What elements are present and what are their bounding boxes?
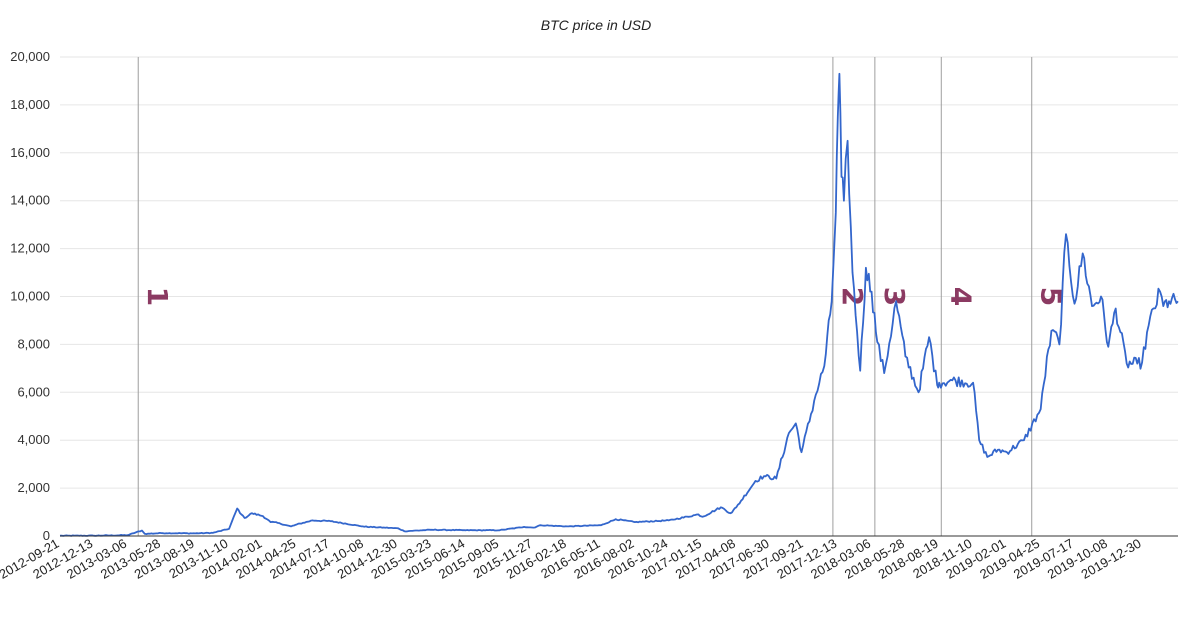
y-tick-label: 16,000 [10,145,50,160]
marker-label: 3 [878,287,911,306]
y-tick-label: 18,000 [10,97,50,112]
marker-label: 2 [836,287,869,306]
chart-title: BTC price in USD [541,17,651,33]
marker-label: 1 [141,287,174,306]
y-tick-label: 10,000 [10,289,50,304]
marker-label: 4 [944,287,977,306]
y-tick-label: 20,000 [10,49,50,64]
y-tick-label: 2,000 [17,480,50,495]
y-tick-label: 14,000 [10,193,50,208]
y-tick-label: 4,000 [17,432,50,447]
price-series-line [59,72,1179,537]
y-tick-label: 6,000 [17,384,50,399]
marker-label: 5 [1035,287,1068,306]
y-tick-label: 8,000 [17,336,50,351]
x-axis-ticks: 2012-09-212012-12-132013-03-062013-05-28… [0,536,1144,582]
y-tick-label: 12,000 [10,241,50,256]
y-axis-ticks: 0 2,000 4,000 6,000 8,000 10,000 12,000 14,000 1… [10,49,50,543]
y-tick-label: 0 [43,528,50,543]
gridlines [60,56,1178,489]
